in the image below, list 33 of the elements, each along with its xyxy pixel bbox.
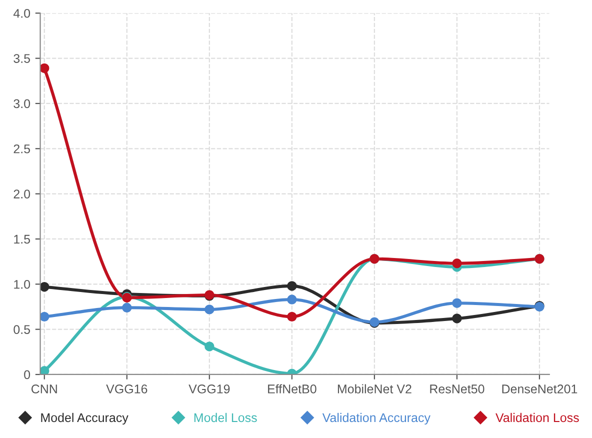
x-tick-label: DenseNet201 bbox=[502, 384, 578, 394]
point bbox=[40, 63, 50, 74]
point bbox=[287, 281, 297, 291]
point bbox=[40, 312, 50, 322]
point bbox=[452, 298, 462, 308]
point bbox=[204, 342, 214, 352]
point bbox=[287, 294, 297, 304]
x-tick-label: CNN bbox=[31, 384, 57, 394]
point bbox=[40, 366, 50, 374]
y-tick-label: 3.0 bbox=[14, 99, 30, 108]
legend-label: Model Accuracy bbox=[41, 412, 128, 425]
legend-label: Model Loss bbox=[194, 412, 257, 422]
y-tick-label: 0 bbox=[24, 370, 30, 380]
y-tick-label: 3.5 bbox=[14, 54, 30, 63]
legend-label: Validation Accuracy bbox=[322, 412, 430, 425]
x-tick-label: EffNetB0 bbox=[268, 384, 316, 394]
point bbox=[204, 304, 214, 314]
point bbox=[452, 314, 462, 324]
point bbox=[287, 312, 297, 322]
y-tick-label: 0.5 bbox=[14, 325, 30, 334]
y-tick-label: 1.5 bbox=[14, 234, 30, 244]
legend-label: Validation Loss bbox=[496, 412, 579, 422]
x-tick-label: ResNet50 bbox=[430, 384, 484, 394]
x-tick-label: VGG19 bbox=[188, 384, 230, 394]
y-tick-label: 4.0 bbox=[13, 8, 30, 18]
x-tick-label: VGG16 bbox=[106, 384, 148, 394]
x-tick-label: MobileNet V2 bbox=[338, 384, 412, 394]
y-tick-label: 2.5 bbox=[14, 144, 30, 154]
point bbox=[122, 302, 132, 312]
y-tick-label: 1.0 bbox=[14, 280, 30, 289]
y-tick-label: 2.0 bbox=[14, 190, 30, 198]
point bbox=[452, 258, 462, 268]
point bbox=[40, 282, 50, 292]
